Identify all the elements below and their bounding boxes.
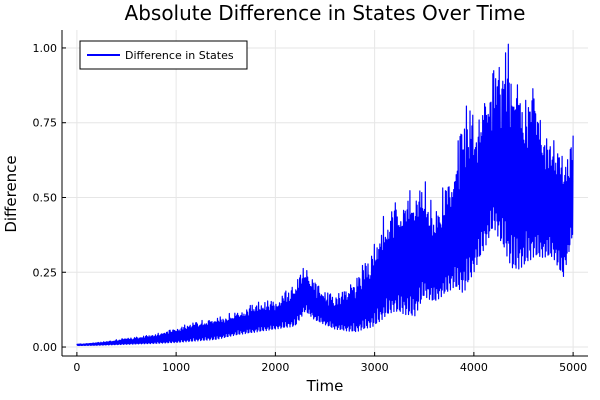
chart-title: Absolute Difference in States Over Time: [125, 1, 526, 25]
legend-box: [79, 40, 248, 70]
x-tick-label: 2000: [261, 361, 289, 374]
plot-area: [76, 43, 574, 347]
y-axis-title: Difference: [2, 155, 20, 232]
x-tick-label: 1000: [162, 361, 190, 374]
x-tick-label: 4000: [460, 361, 488, 374]
legend-label: Difference in States: [125, 49, 234, 62]
y-tick-label: 0.25: [33, 266, 58, 279]
x-tick-label: 0: [73, 361, 80, 374]
legend: Difference in States: [79, 40, 248, 70]
series-difference-in-states: [76, 43, 574, 347]
y-tick-label: 0.50: [33, 191, 58, 204]
y-tick-label: 1.00: [33, 42, 58, 55]
axes: 0 1000 2000 3000 4000 5000 0.00 0.25 0.50 0.75 1.0…: [33, 30, 588, 374]
x-axis-title: Time: [306, 377, 344, 395]
y-tick-label: 0.75: [33, 117, 58, 130]
y-tick-label: 0.00: [33, 341, 58, 354]
x-tick-label: 5000: [559, 361, 587, 374]
x-tick-label: 3000: [361, 361, 389, 374]
